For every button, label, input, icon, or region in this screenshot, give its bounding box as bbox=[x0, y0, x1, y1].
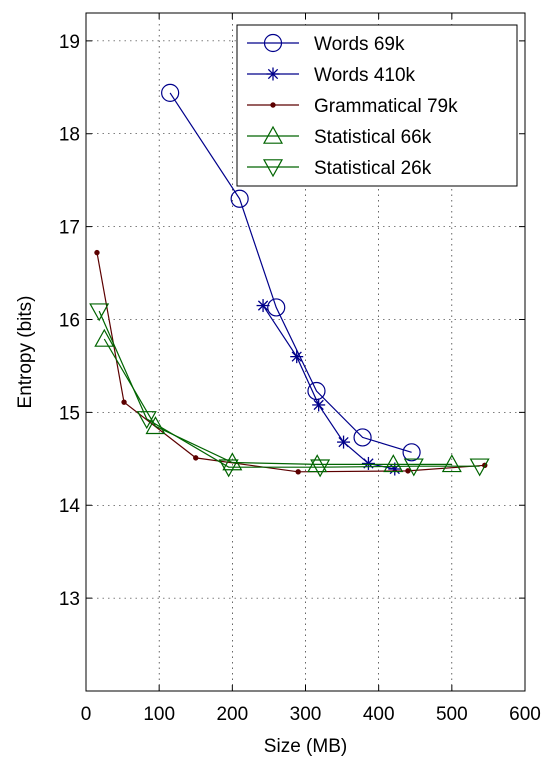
data-point bbox=[218, 459, 239, 478]
data-point bbox=[161, 83, 180, 102]
data-point bbox=[441, 454, 462, 473]
data-point bbox=[94, 328, 115, 347]
data-point bbox=[353, 428, 372, 447]
star-stroke bbox=[291, 351, 302, 362]
data-point bbox=[469, 458, 490, 477]
data-point bbox=[267, 298, 286, 317]
y-tick-label: 16 bbox=[59, 310, 80, 331]
x-tick-label: 500 bbox=[436, 704, 468, 725]
data-point bbox=[230, 189, 249, 208]
x-tick-label: 0 bbox=[81, 704, 92, 725]
y-tick-label: 14 bbox=[59, 496, 81, 517]
star-stroke bbox=[257, 300, 269, 311]
ticks: 0 100 200 300 400 500 600 13 14 15 16 17 18 19 bbox=[59, 13, 541, 725]
y-tick-label: 18 bbox=[59, 125, 80, 146]
star-stroke bbox=[313, 399, 324, 411]
data-point bbox=[89, 303, 110, 322]
data-point bbox=[403, 458, 424, 477]
legend-marker bbox=[262, 125, 284, 144]
x-tick-label: 200 bbox=[216, 704, 248, 725]
legend-label: Words 410k bbox=[314, 65, 416, 86]
data-point bbox=[310, 459, 331, 478]
data-point bbox=[136, 411, 157, 430]
legend-item: Statistical 66k bbox=[247, 125, 432, 148]
data-point bbox=[193, 455, 199, 461]
data-point bbox=[94, 249, 100, 256]
legend: Words 69k Words 410k Grammatical 79k Statis… bbox=[236, 24, 518, 187]
legend-label: Statistical 26k bbox=[314, 158, 432, 179]
legend-label: Statistical 66k bbox=[314, 127, 432, 148]
legend-marker bbox=[262, 159, 284, 178]
data-point bbox=[295, 469, 301, 475]
data-point bbox=[290, 350, 304, 364]
legend-item: Words 69k bbox=[247, 33, 405, 55]
data-point bbox=[121, 399, 127, 405]
x-tick-label: 100 bbox=[143, 704, 175, 725]
legend-marker bbox=[263, 33, 283, 53]
data-point bbox=[361, 456, 375, 470]
data-point bbox=[383, 454, 404, 473]
x-tick-label: 300 bbox=[290, 704, 322, 725]
legend-marker bbox=[270, 102, 276, 108]
y-tick-label: 17 bbox=[59, 218, 80, 239]
data-point bbox=[402, 443, 421, 462]
series bbox=[89, 83, 490, 478]
x-tick-label: 400 bbox=[363, 704, 395, 725]
legend-marker bbox=[266, 67, 280, 81]
y-tick-label: 15 bbox=[59, 403, 80, 424]
legend-item: Words 410k bbox=[247, 65, 416, 86]
series-line bbox=[98, 310, 480, 468]
legend-item: Grammatical 79k bbox=[247, 96, 458, 117]
legend-item: Statistical 26k bbox=[247, 158, 432, 179]
data-point bbox=[256, 299, 270, 313]
x-tick-label: 600 bbox=[509, 704, 541, 725]
legend-label: Grammatical 79k bbox=[314, 96, 458, 117]
series-4 bbox=[89, 303, 490, 478]
data-point bbox=[405, 468, 411, 474]
star-stroke bbox=[338, 436, 349, 448]
star-stroke bbox=[267, 68, 279, 80]
data-point bbox=[337, 435, 351, 449]
data-point bbox=[145, 416, 166, 435]
y-tick-label: 19 bbox=[59, 32, 80, 53]
x-axis-label: Size (MB) bbox=[264, 736, 347, 757]
series-line bbox=[96, 252, 485, 473]
data-point bbox=[312, 398, 326, 412]
y-tick-label: 13 bbox=[59, 589, 80, 610]
y-axis-label: Entropy (bits) bbox=[15, 296, 36, 409]
legend-label: Words 69k bbox=[314, 34, 405, 55]
